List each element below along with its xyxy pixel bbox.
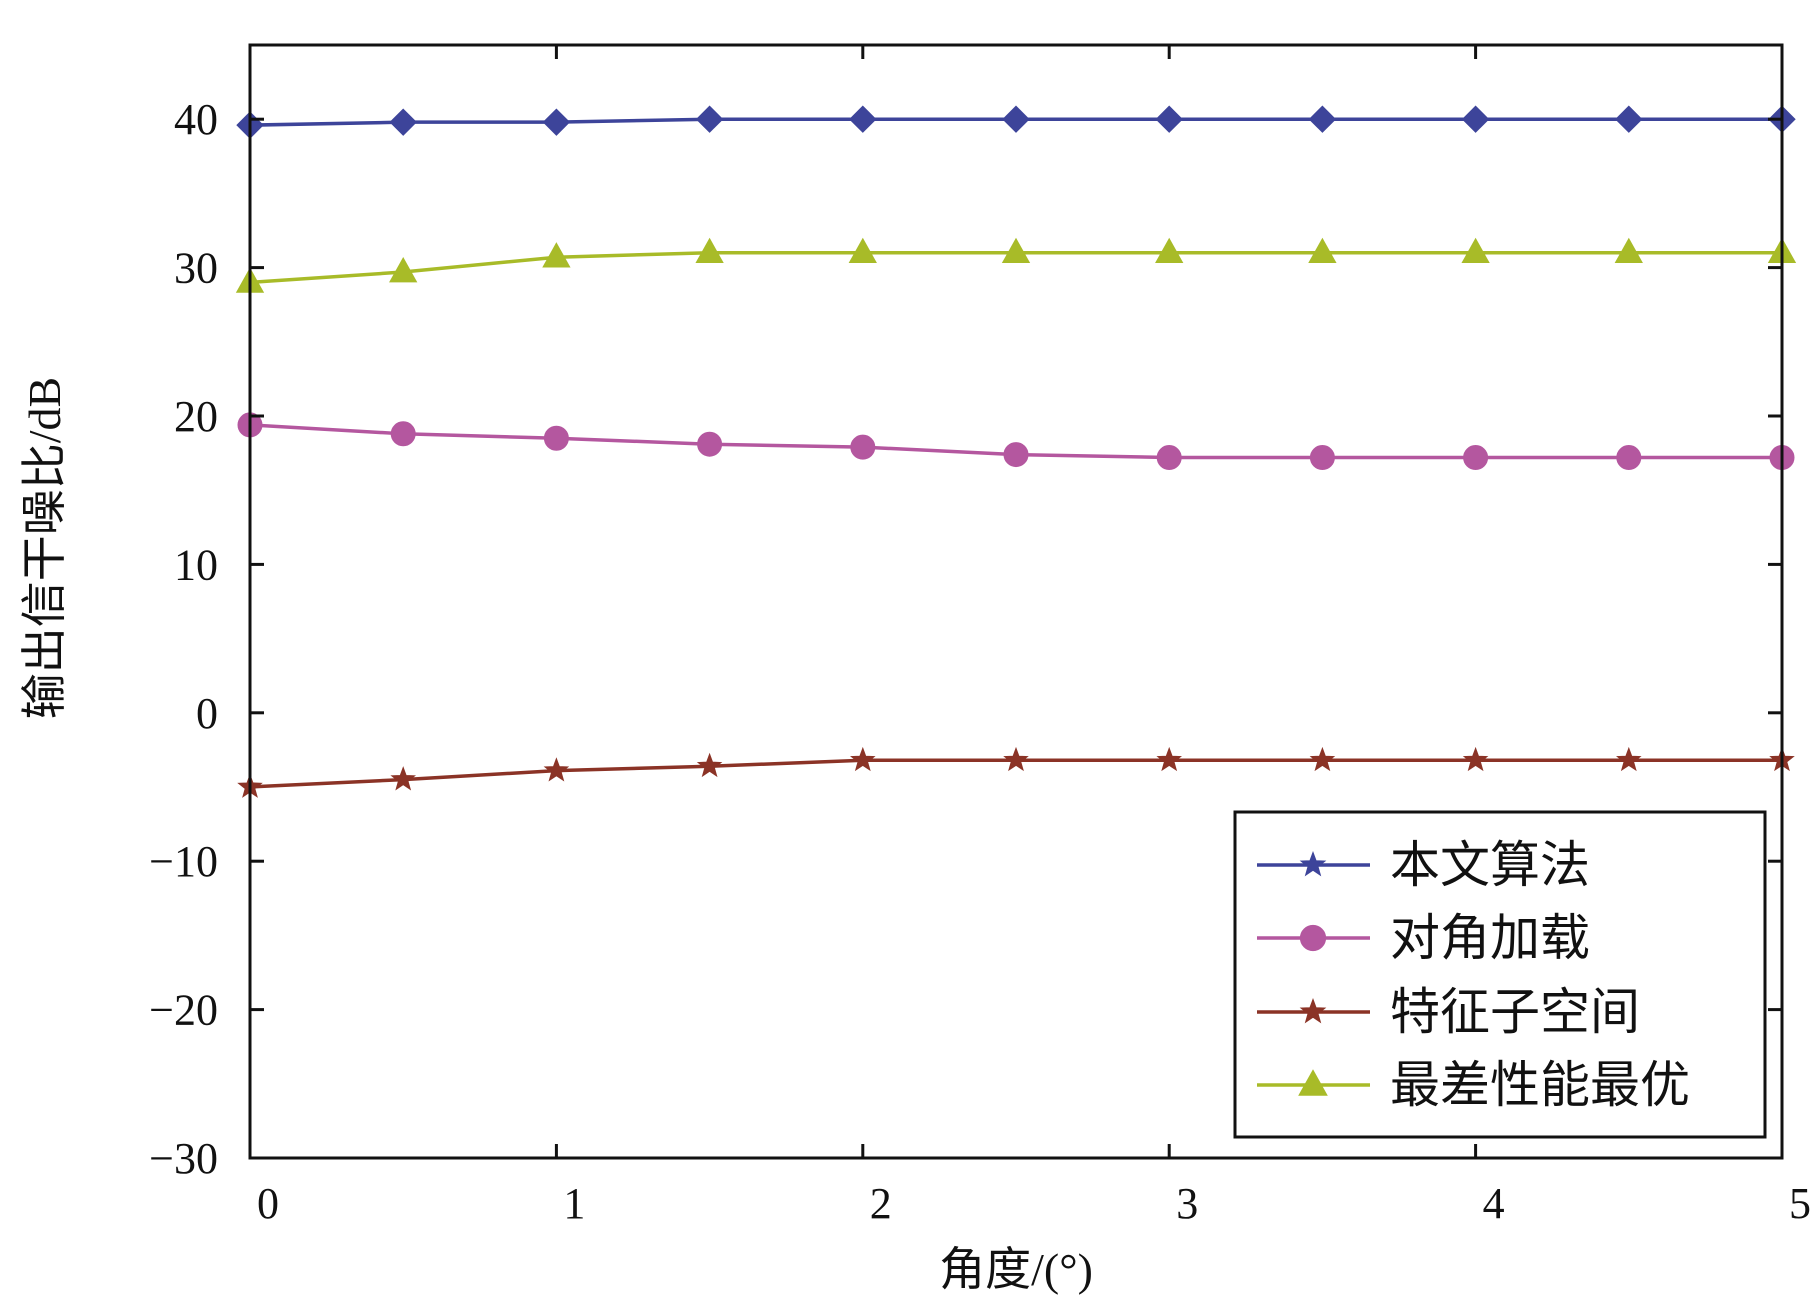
data-point (1616, 746, 1642, 772)
data-point (1461, 237, 1490, 264)
y-tick-label: 30 (174, 244, 218, 293)
y-tick-label: 0 (196, 689, 218, 738)
legend-swatch-marker (1299, 850, 1327, 877)
data-point (696, 752, 723, 778)
data-point (1155, 237, 1184, 264)
data-point (1309, 746, 1336, 772)
x-axis-title: 角度/(°) (939, 1244, 1093, 1295)
data-point (1156, 746, 1182, 772)
data-point (1463, 445, 1489, 471)
data-point (1462, 746, 1489, 772)
x-tick-label: 2 (870, 1179, 892, 1228)
y-tick-label: 40 (174, 95, 218, 144)
legend-swatch-marker (1299, 924, 1327, 952)
x-axis: 0 1 2 3 4 5 (248, 45, 1811, 1228)
legend-label: 本文算法 (1390, 837, 1590, 893)
x-tick-label: 1 (563, 1179, 585, 1228)
data-point (1615, 105, 1643, 133)
plot-frame (248, 43, 1784, 1160)
data-point (1002, 105, 1030, 133)
y-axis-title: 输出信干噪比/dB (19, 377, 70, 719)
data-point (543, 425, 569, 451)
legend-item: 对角加载 (1257, 910, 1590, 966)
data-point (1616, 445, 1642, 471)
data-point (695, 105, 724, 133)
x-tick-label: 4 (1483, 1179, 1505, 1228)
series-2 (237, 412, 1795, 471)
data-point (390, 421, 416, 447)
data-point (849, 105, 877, 133)
legend-label: 对角加载 (1390, 910, 1590, 966)
data-point (1614, 237, 1643, 264)
data-point (1461, 105, 1490, 133)
y-tick-label: −30 (149, 1134, 218, 1183)
data-point (1003, 746, 1029, 772)
legend-item: 本文算法 (1257, 837, 1590, 893)
data-point (1156, 445, 1182, 471)
data-point (848, 237, 877, 264)
data-point (1155, 105, 1183, 133)
series-1 (236, 105, 1796, 139)
series-3 (237, 746, 1795, 798)
data-point (1308, 237, 1337, 264)
data-point (1003, 442, 1029, 468)
data-point (850, 746, 876, 772)
legend-item: 特征子空间 (1257, 984, 1640, 1040)
x-tick-label: 5 (1789, 1179, 1811, 1228)
data-point (1308, 105, 1337, 133)
data-point (695, 237, 724, 264)
y-tick-label: 20 (174, 392, 218, 441)
legend-label: 特征子空间 (1390, 984, 1640, 1040)
data-point (390, 766, 416, 791)
legend-item: 最差性能最优 (1257, 1057, 1690, 1113)
data-point (697, 431, 723, 457)
data-point (1001, 237, 1031, 264)
data-point (542, 242, 571, 268)
y-axis: −30 −20 −10 0 10 20 30 40 (149, 95, 1782, 1183)
data-point (850, 434, 876, 460)
x-tick-label: 3 (1176, 1179, 1198, 1228)
data-point (389, 257, 418, 283)
data-point (543, 757, 570, 782)
data-point (542, 108, 571, 136)
y-tick-label: −20 (149, 986, 218, 1035)
legend-swatch-marker (1298, 1069, 1328, 1096)
data-point (1309, 445, 1335, 471)
x-tick-label: 0 (257, 1179, 279, 1228)
series-layer (235, 105, 1797, 798)
y-tick-label: −10 (149, 837, 218, 886)
y-tick-label: 10 (174, 540, 218, 589)
series-4 (235, 237, 1797, 293)
legend-swatch-marker (1299, 997, 1327, 1024)
data-point (389, 108, 417, 136)
legend-label: 最差性能最优 (1390, 1057, 1690, 1113)
